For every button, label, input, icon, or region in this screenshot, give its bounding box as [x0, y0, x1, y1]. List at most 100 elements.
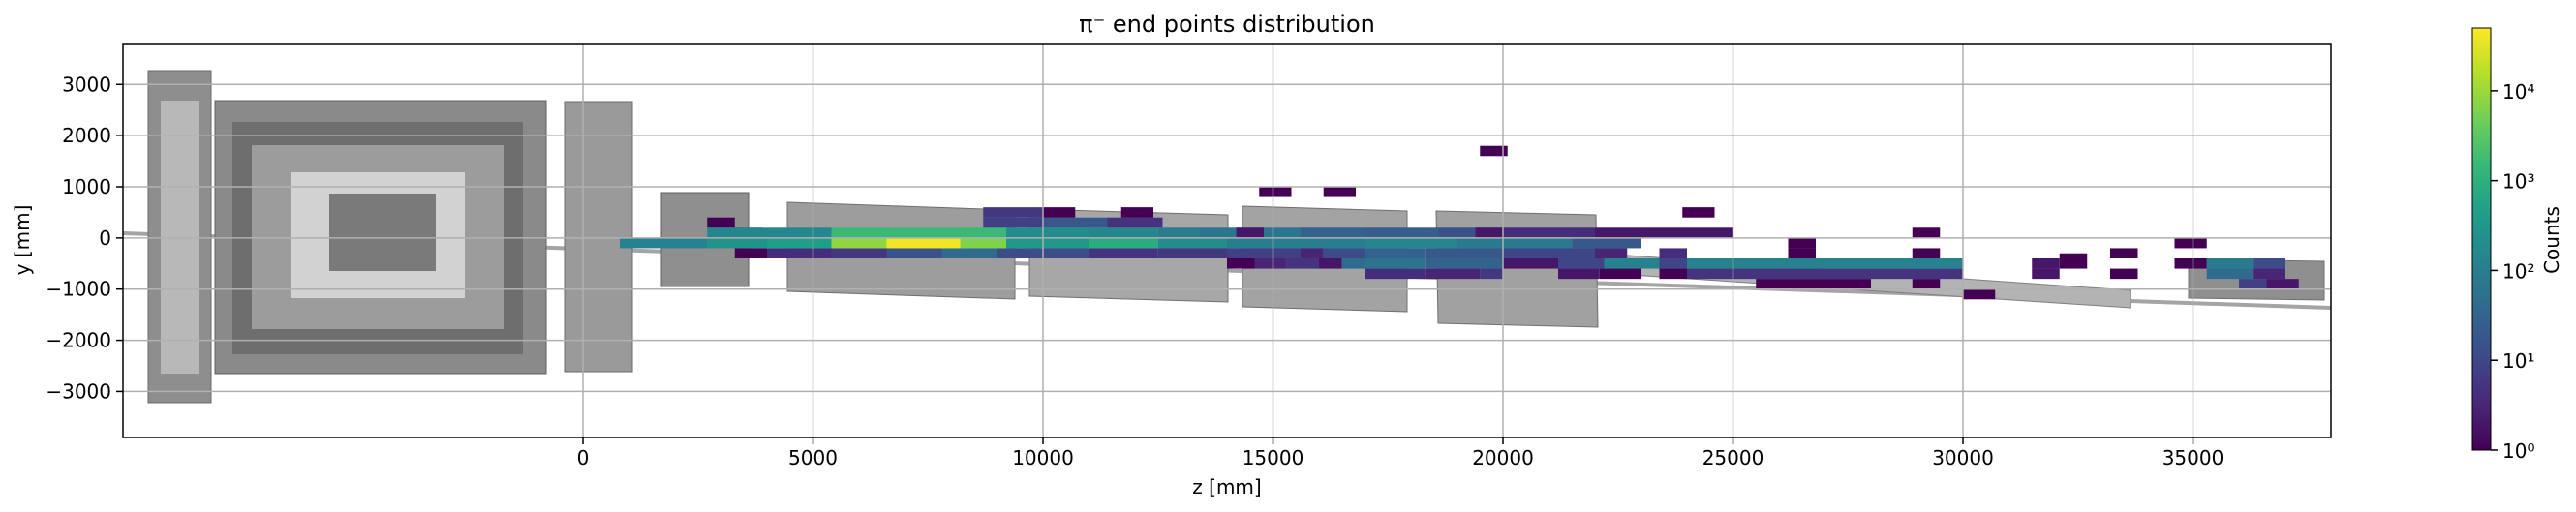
- heatmap-cell: [1912, 248, 1941, 258]
- heatmap-cell: [1425, 268, 1481, 280]
- heatmap-cell: [2110, 268, 2138, 280]
- heatmap-cell: [1558, 268, 1600, 280]
- x-tick-label: 5000: [788, 446, 838, 469]
- x-tick-label: 0: [577, 446, 590, 469]
- colorbar-tick-label: 10¹: [2502, 349, 2534, 373]
- heatmap-cell: [2174, 237, 2207, 249]
- heatmap-cell: [767, 248, 832, 258]
- heatmap-cell: [2253, 258, 2285, 269]
- x-axis-label: z [mm]: [1192, 475, 1261, 498]
- heatmap-cell: [707, 227, 832, 238]
- heatmap-cell: [831, 237, 887, 249]
- y-tick-label: 2000: [62, 124, 111, 147]
- heatmap-cell: [1682, 207, 1715, 218]
- heatmap-cell: [1503, 248, 1595, 258]
- heatmap-cell: [1558, 258, 1605, 269]
- heatmap-cell: [1227, 237, 1365, 249]
- colorbar-gradient: [2471, 27, 2492, 451]
- heatmap-cell: [1089, 248, 1158, 258]
- heatmap-cell: [2110, 248, 2138, 258]
- heatmap-cell: [1480, 145, 1508, 157]
- heatmap-cells: [620, 145, 2299, 300]
- heatmap-cell: [1301, 248, 1324, 258]
- heatmap-cell: [1107, 217, 1163, 228]
- heatmap-cell: [983, 217, 1043, 228]
- heatmap-cell: [1365, 248, 1426, 258]
- heatmap-cell: [1006, 237, 1089, 249]
- plot-frame: [122, 43, 2332, 438]
- heatmap-cell: [620, 237, 708, 249]
- grid-lines: [123, 44, 2331, 437]
- x-tick-label: 10000: [1012, 446, 1074, 469]
- heatmap-cell: [831, 227, 1006, 238]
- x-tick-label: 30000: [1932, 446, 1994, 469]
- heatmap-cell: [1365, 237, 1457, 249]
- y-tick-label: −1000: [46, 278, 111, 301]
- heatmap-cell: [1254, 258, 1287, 269]
- heatmap-cell: [1286, 258, 1319, 269]
- colorbar-tick-label: 10³: [2502, 170, 2534, 194]
- y-tick-label: 0: [99, 226, 111, 250]
- heatmap-cell: [707, 217, 735, 228]
- heatmap-cell: [2032, 268, 2060, 280]
- heatmap-cell: [1599, 268, 1641, 280]
- heatmap-cell: [1788, 237, 1816, 249]
- heatmap-cell: [2174, 258, 2207, 269]
- heatmap-cell: [2239, 279, 2267, 289]
- heatmap-cell: [1457, 237, 1573, 249]
- heatmap-cell: [2206, 258, 2254, 269]
- heatmap-cell: [831, 248, 887, 258]
- x-tick-label: 20000: [1472, 446, 1534, 469]
- colorbar-tick-label: 10⁰: [2502, 439, 2534, 463]
- x-tick-label: 15000: [1242, 446, 1304, 469]
- heatmap-cell: [1319, 258, 1342, 269]
- heatmap-cell: [1572, 237, 1641, 249]
- heatmap-cell: [2206, 268, 2254, 280]
- heatmap-cell: [1043, 207, 1076, 218]
- x-axis-ticks: 0 5000 10000 15000 20000 25000 30000 35000: [577, 437, 2224, 469]
- heatmap-cell: [1595, 248, 1628, 258]
- heatmap-cell: [1157, 237, 1227, 249]
- x-tick-label: 35000: [2162, 446, 2224, 469]
- heatmap-cell: [1503, 258, 1558, 269]
- heatmap-cell: [1503, 227, 1595, 238]
- heatmap-cell: [1659, 258, 1687, 269]
- heatmap-cell: [1157, 227, 1200, 238]
- heatmap-cell: [1963, 288, 1996, 300]
- heatmap-cell: [1089, 237, 1158, 249]
- heatmap-cell: [2032, 258, 2060, 269]
- heatmap-cell: [886, 248, 942, 258]
- heatmap-cell: [1480, 268, 1503, 280]
- heatmap-cell: [1301, 227, 1365, 238]
- y-tick-label: −2000: [46, 329, 111, 352]
- heatmap-cell: [1365, 227, 1439, 238]
- heatmap-cell: [734, 248, 767, 258]
- heatmap-cell: [1659, 268, 1687, 280]
- heatmap-cell: [767, 237, 832, 249]
- heatmap-cell: [960, 237, 1006, 249]
- x-tick-label: 25000: [1702, 446, 1764, 469]
- heatmap-cell: [1912, 279, 1941, 289]
- heatmap-cell: [2059, 253, 2088, 269]
- heatmap-cell: [1438, 227, 1503, 238]
- heatmap-cell: [1788, 248, 1816, 258]
- heatmap-cell: [1341, 258, 1365, 269]
- heatmap-cell: [1425, 258, 1503, 269]
- y-axis-ticks: 3000 2000 1000 0 −1000 −2000 −3000: [46, 73, 123, 403]
- chart-title: π⁻ end points distribution: [1079, 11, 1375, 38]
- heatmap-cell: [1365, 258, 1426, 269]
- y-axis-label: y [mm]: [11, 205, 34, 276]
- colorbar-ticks: 10⁰ 10¹ 10² 10³ 10⁴: [2491, 80, 2534, 463]
- heatmap-cell: [1687, 268, 1963, 280]
- heatmap-cell: [1227, 258, 1255, 269]
- heatmap-cell: [2253, 268, 2285, 280]
- colorbar: 10⁰ 10¹ 10² 10³ 10⁴ Counts: [2471, 27, 2563, 463]
- heatmap-cell: [1227, 248, 1301, 258]
- heatmap-cell: [886, 237, 961, 249]
- heatmap-cell: [983, 207, 1043, 218]
- heatmap-cell: [1157, 248, 1227, 258]
- colorbar-label: Counts: [2540, 206, 2563, 274]
- y-tick-label: 1000: [62, 175, 111, 198]
- colorbar-tick-label: 10²: [2502, 259, 2534, 283]
- heatmap-cell: [941, 248, 997, 258]
